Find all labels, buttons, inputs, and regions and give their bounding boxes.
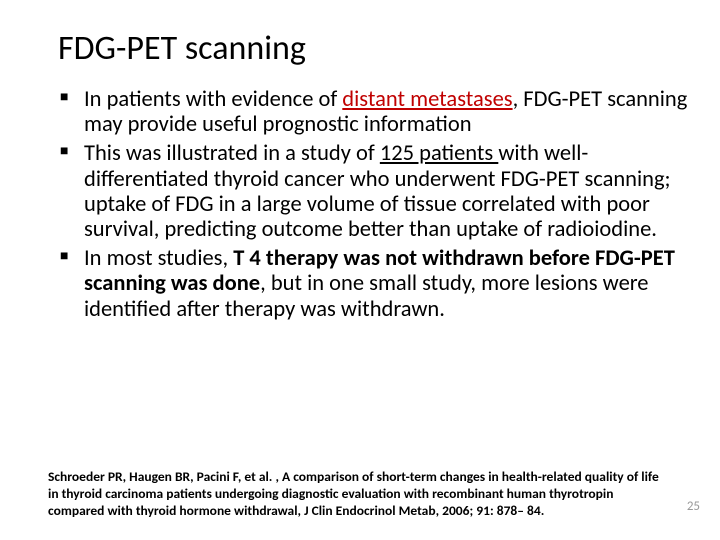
list-item: In patients with evidence of distant met… <box>60 87 690 137</box>
page-number: 25 <box>687 499 700 514</box>
bullet-text-pre: In patients with evidence of <box>84 86 342 113</box>
bullet-text-em: distant metastases <box>342 86 512 113</box>
list-item: In most studies, T 4 therapy was not wit… <box>60 246 690 322</box>
bullet-text-em: 125 patients <box>380 140 498 167</box>
bullet-text-pre: This was illustrated in a study of <box>84 140 380 167</box>
slide-title: FDG-PET scanning <box>58 28 690 69</box>
slide: FDG-PET scanning In patients with eviden… <box>0 0 720 540</box>
list-item: This was illustrated in a study of 125 p… <box>60 141 690 242</box>
citation-text: Schroeder PR, Haugen BR, Pacini F, et al… <box>48 469 660 520</box>
bullet-text-pre: In most studies, <box>84 245 233 272</box>
bullet-list: In patients with evidence of distant met… <box>30 87 690 322</box>
